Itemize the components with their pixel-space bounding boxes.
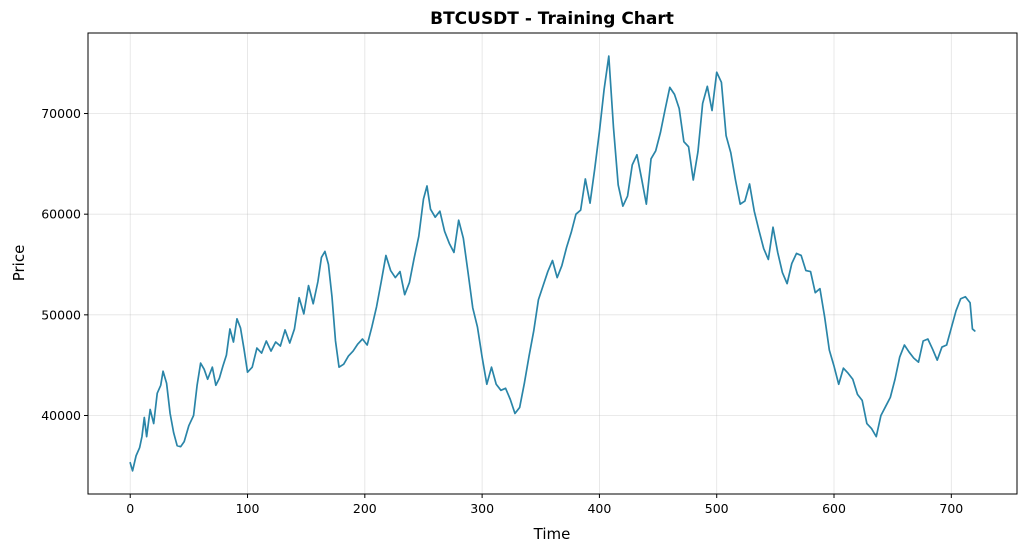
plot-frame (87, 32, 1018, 495)
grid-layer (88, 33, 1017, 494)
x-tick-label: 100 (236, 501, 260, 516)
price-series-line (129, 55, 976, 472)
x-tick-label: 500 (705, 501, 729, 516)
x-tick-label: 200 (353, 501, 377, 516)
y-tick-label: 40000 (41, 408, 81, 423)
x-tick-label: 400 (587, 501, 611, 516)
y-axis-ticks: 40000 50000 60000 70000 (41, 106, 88, 423)
x-tick-label: 300 (470, 501, 494, 516)
series-layer (129, 55, 976, 472)
y-tick-label: 70000 (41, 106, 81, 121)
y-axis-label: Price (10, 245, 28, 282)
chart-title: BTCUSDT - Training Chart (430, 9, 674, 29)
x-tick-label: 700 (939, 501, 963, 516)
x-tick-label: 600 (822, 501, 846, 516)
x-tick-label: 0 (126, 501, 134, 516)
y-tick-label: 60000 (41, 207, 81, 222)
y-tick-label: 50000 (41, 307, 81, 322)
x-axis-ticks: 0 100 200 300 400 500 600 700 (126, 494, 963, 516)
x-axis-label: Time (533, 525, 571, 543)
